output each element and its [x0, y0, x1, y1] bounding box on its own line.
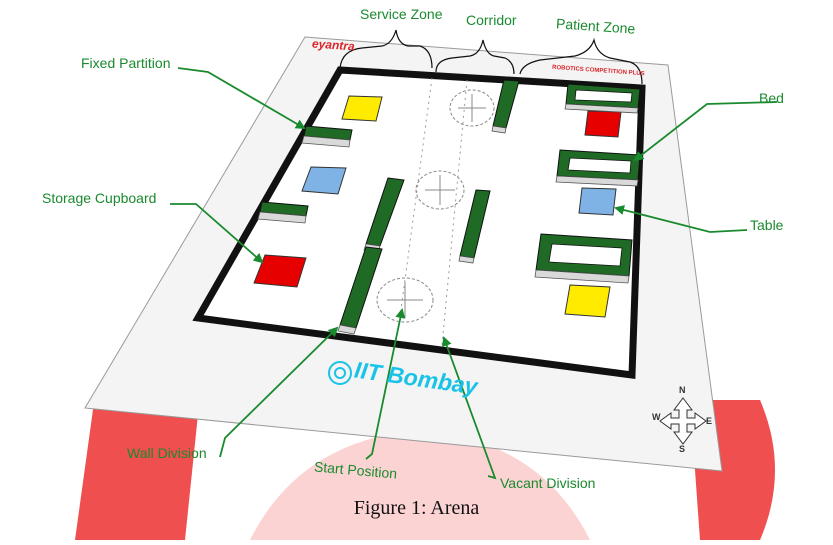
compass-south: S	[679, 444, 686, 454]
iit-logo-icon	[328, 361, 352, 385]
label-vacant-division: Vacant Division	[500, 475, 596, 491]
figure-caption: Figure 1: Arena	[353, 497, 480, 519]
compass-rose	[659, 397, 707, 445]
compass-east: E	[706, 416, 713, 426]
brand-logo: eyantra	[311, 36, 356, 54]
label-corridor: Corridor	[466, 12, 517, 28]
label-storage-cupboard: Storage Cupboard	[42, 190, 157, 206]
arena-boundary	[192, 66, 646, 379]
label-wall-division: Wall Division	[127, 445, 207, 461]
storage-square-blue-left	[301, 166, 347, 195]
label-bed: Bed	[759, 90, 784, 106]
start-marker-middle	[415, 170, 465, 210]
bed-bottom	[534, 233, 633, 284]
start-marker-top	[449, 89, 495, 127]
corridor-lines	[397, 77, 468, 346]
corridor-wall-top	[491, 79, 520, 134]
label-service-zone: Service Zone	[360, 6, 443, 22]
wall-division-lower	[337, 246, 383, 335]
label-fixed-partition: Fixed Partition	[81, 55, 171, 71]
bed-middle	[555, 149, 641, 187]
label-arrows	[170, 67, 778, 480]
fixed-partition-lower	[257, 201, 309, 224]
storage-cupboard-red	[253, 254, 307, 288]
storage-square-yellow-top	[341, 95, 383, 122]
patient-square-red	[584, 110, 622, 138]
compass-north: N	[679, 385, 686, 395]
label-table: Table	[750, 217, 784, 233]
patient-square-yellow	[564, 284, 611, 318]
fixed-partition-upper	[301, 125, 353, 148]
table-blue	[578, 187, 617, 216]
bed-top	[564, 83, 641, 114]
zone-brackets	[339, 29, 643, 85]
corridor-wall-middle	[458, 189, 491, 264]
compass-west: W	[652, 412, 661, 422]
